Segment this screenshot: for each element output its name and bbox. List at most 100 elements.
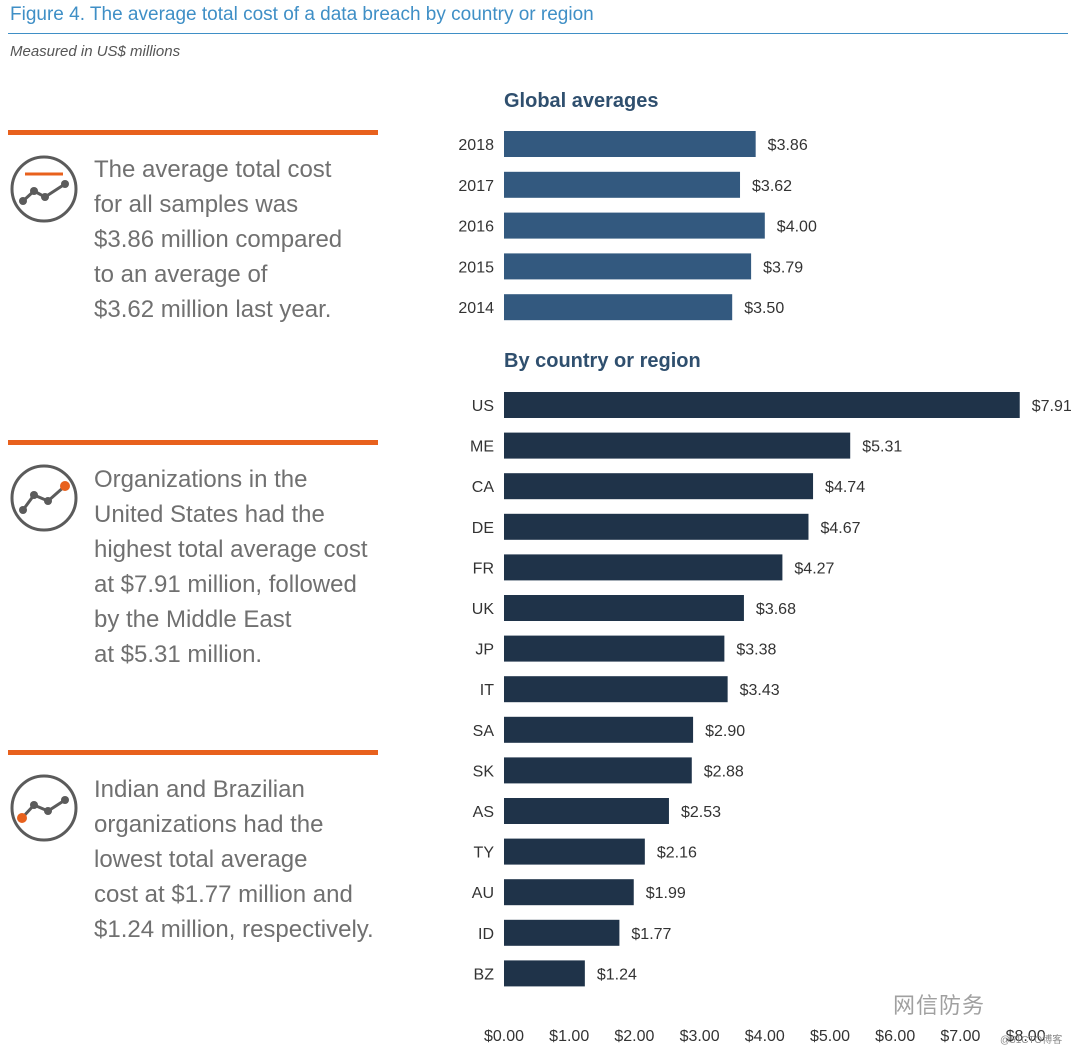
callout-3-rule <box>8 750 378 755</box>
global-value-label: $3.86 <box>768 137 808 154</box>
x-tick-label: $3.00 <box>680 1028 720 1045</box>
global-value-label: $3.50 <box>744 300 784 317</box>
country-bar <box>504 838 645 865</box>
line-chart-low-icon <box>10 774 78 842</box>
x-tick-label: $8.00 <box>1006 1028 1046 1045</box>
callout-line: cost at $1.77 million and <box>94 881 353 908</box>
country-value-label: $4.27 <box>794 560 834 577</box>
global-averages-heading: Global averages <box>504 90 659 112</box>
country-value-label: $3.68 <box>756 601 796 618</box>
callout-1-text: The average total cost for all samples w… <box>94 152 394 327</box>
country-value-label: $1.77 <box>631 926 671 943</box>
global-category-label: 2018 <box>458 137 494 154</box>
country-category-label: JP <box>475 642 494 659</box>
global-value-label: $3.79 <box>763 259 803 276</box>
callout-line: $3.86 million compared <box>94 226 343 253</box>
figure-title: Figure 4. The average total cost of a da… <box>10 4 594 25</box>
x-tick-label: $4.00 <box>745 1028 785 1045</box>
callout-line: at $5.31 million. <box>94 641 263 668</box>
callout-line: for all samples was <box>94 191 299 218</box>
country-value-label: $2.16 <box>657 845 697 862</box>
country-bar <box>504 676 728 703</box>
country-category-label: SK <box>473 763 495 780</box>
country-bar <box>504 879 634 906</box>
line-chart-high-icon <box>10 464 78 532</box>
global-category-label: 2016 <box>458 219 494 236</box>
x-tick-label: $5.00 <box>810 1028 850 1045</box>
global-value-label: $3.62 <box>752 178 792 195</box>
country-value-label: $7.91 <box>1032 398 1072 415</box>
country-category-label: AS <box>473 804 494 821</box>
callout-3-text: Indian and Brazilian organizations had t… <box>94 772 394 947</box>
country-bar <box>504 392 1020 418</box>
callout-line: organizations had the <box>94 811 324 838</box>
callout-line: The average total cost <box>94 156 332 183</box>
callout-line: by the Middle East <box>94 606 292 633</box>
country-category-label: US <box>472 398 494 415</box>
country-bar <box>504 635 725 662</box>
country-value-label: $3.38 <box>736 642 776 659</box>
country-category-label: ME <box>470 439 494 456</box>
figure-subtitle: Measured in US$ millions <box>10 43 181 60</box>
callout-line: $1.24 million, respectively. <box>94 916 374 943</box>
callout-line: lowest total average <box>94 846 308 873</box>
country-value-label: $3.43 <box>740 682 780 699</box>
country-category-label: DE <box>472 520 494 537</box>
title-divider <box>8 33 1068 34</box>
watermark-small: @51CTO博客 <box>1000 1035 1063 1046</box>
x-tick-label: $7.00 <box>940 1028 980 1045</box>
country-category-label: SA <box>473 723 495 740</box>
x-tick-label: $0.00 <box>484 1028 524 1045</box>
callout-1-rule <box>8 130 378 135</box>
callout-line: Indian and Brazilian <box>94 776 305 803</box>
country-category-label: BZ <box>474 966 495 983</box>
global-category-label: 2015 <box>458 259 494 276</box>
country-category-label: TY <box>474 845 495 862</box>
country-bar <box>504 798 669 824</box>
country-value-label: $4.74 <box>825 479 865 496</box>
callout-2-rule <box>8 440 378 445</box>
callout-line: Organizations in the <box>94 466 308 493</box>
country-category-label: UK <box>472 601 495 618</box>
country-category-label: AU <box>472 885 494 902</box>
global-bar <box>504 212 765 239</box>
country-bar <box>504 757 692 784</box>
callout-line: highest total average cost <box>94 536 368 563</box>
country-value-label: $5.31 <box>862 439 902 456</box>
global-bar <box>504 253 752 280</box>
global-bar <box>504 171 741 198</box>
callout-line: $3.62 million last year. <box>94 296 332 323</box>
global-category-label: 2014 <box>458 300 494 317</box>
country-category-label: ID <box>478 926 494 943</box>
callout-line: United States had the <box>94 501 325 528</box>
country-category-label: IT <box>480 682 494 699</box>
x-tick-label: $2.00 <box>614 1028 654 1045</box>
line-chart-flat-icon <box>10 155 78 223</box>
global-category-label: 2017 <box>458 178 494 195</box>
country-value-label: $1.24 <box>597 966 637 983</box>
country-heading: By country or region <box>504 350 701 372</box>
x-tick-label: $6.00 <box>875 1028 915 1045</box>
country-category-label: FR <box>473 560 494 577</box>
country-category-label: CA <box>472 479 495 496</box>
global-value-label: $4.00 <box>777 219 817 236</box>
country-bar <box>504 716 694 743</box>
country-bar <box>504 554 783 581</box>
country-value-label: $1.99 <box>646 885 686 902</box>
country-bar <box>504 513 809 540</box>
global-bar <box>504 294 733 321</box>
global-bar <box>504 131 756 157</box>
country-value-label: $4.67 <box>820 520 860 537</box>
country-bar <box>504 919 620 946</box>
country-bar <box>504 473 814 500</box>
callout-line: to an average of <box>94 261 268 288</box>
watermark: 网信防务 <box>893 993 986 1018</box>
callout-2-text: Organizations in the United States had t… <box>94 462 394 672</box>
country-value-label: $2.90 <box>705 723 745 740</box>
callout-line: at $7.91 million, followed <box>94 571 357 598</box>
country-value-label: $2.53 <box>681 804 721 821</box>
country-bar <box>504 960 585 987</box>
country-value-label: $2.88 <box>704 763 744 780</box>
x-tick-label: $1.00 <box>549 1028 589 1045</box>
